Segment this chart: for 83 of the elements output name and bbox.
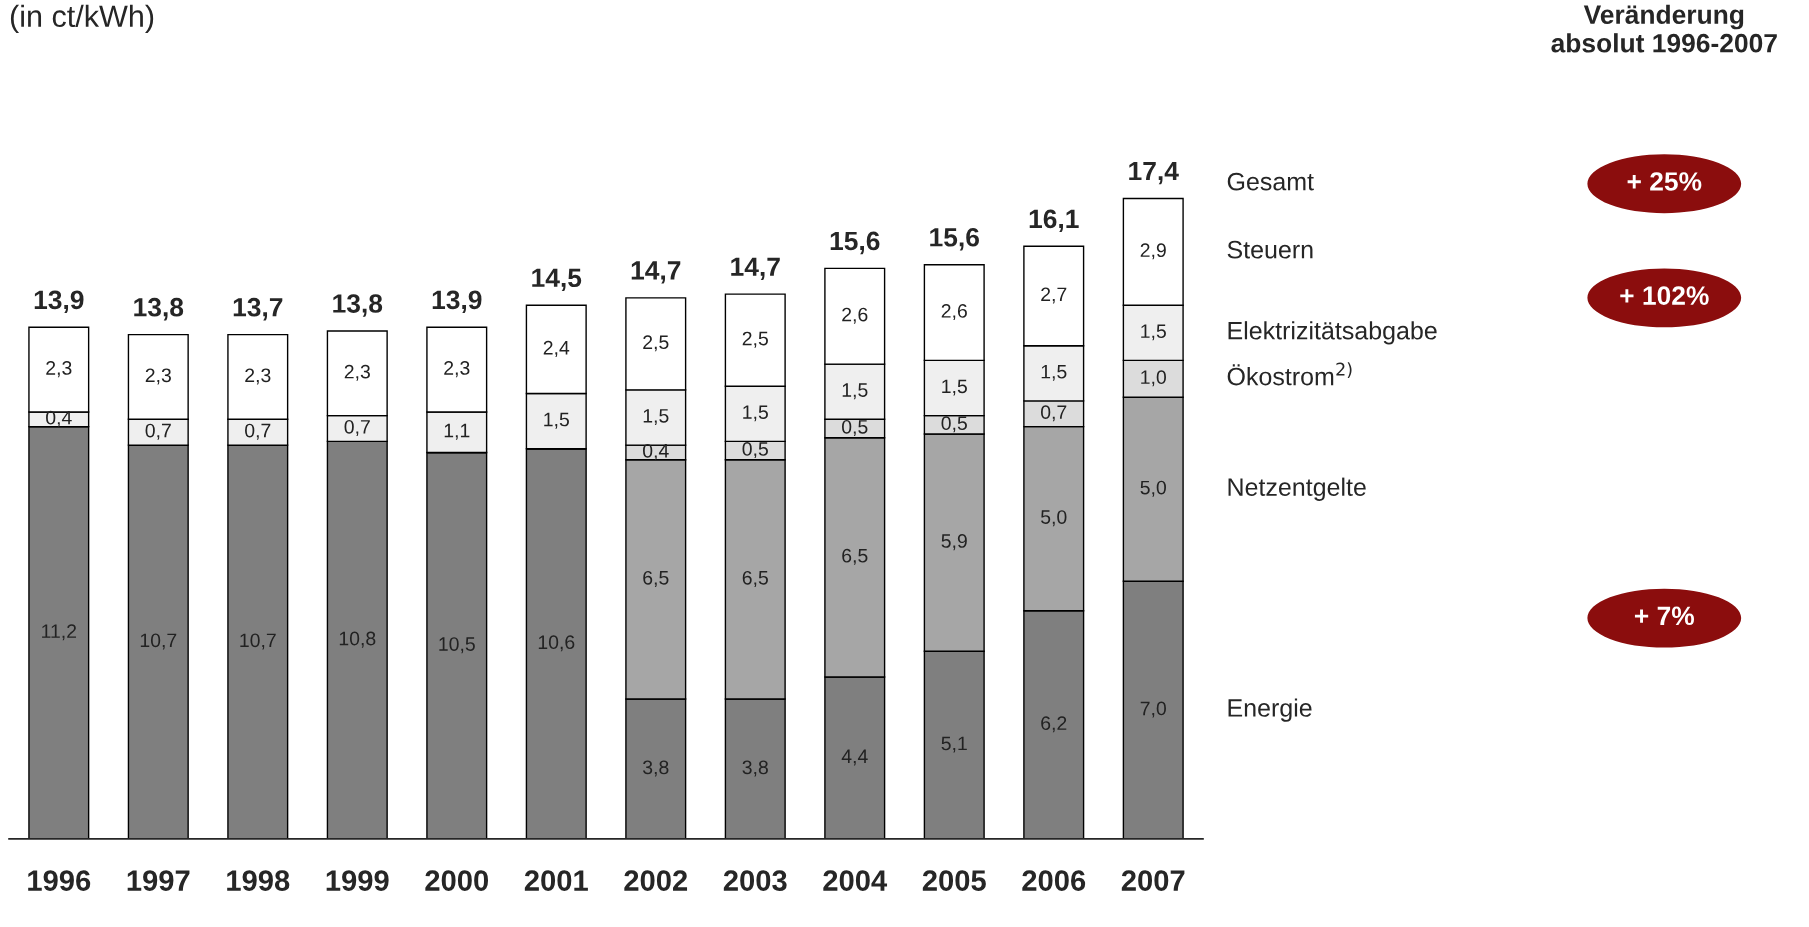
x-tick-label: 2004 [823, 870, 888, 891]
x-tick-label: 2003 [723, 870, 787, 891]
data-label: 0,4 [643, 443, 669, 460]
data-label: 2,6 [842, 307, 868, 324]
data-label: 6,2 [1041, 716, 1067, 733]
total-label: 13,7 [233, 297, 283, 321]
data-label: 2,6 [941, 304, 967, 321]
data-label: 0,7 [245, 423, 271, 440]
text: + 25% [1627, 172, 1702, 191]
data-label: 2,3 [444, 361, 470, 378]
data-label: 3,8 [742, 760, 768, 777]
total-label: 14,7 [731, 257, 780, 280]
data-label: 5,1 [941, 736, 967, 753]
data-label: 0,5 [742, 442, 768, 459]
data-label: 3,8 [642, 760, 669, 777]
total-label: 14,5 [532, 268, 582, 291]
x-tick-label: 2002 [624, 870, 688, 891]
total-label: 17,4 [1129, 161, 1179, 185]
data-label: 2,4 [543, 340, 570, 357]
total-label: 14,7 [631, 261, 681, 284]
series-label: Steuern [1227, 240, 1313, 259]
data-label: 10,7 [140, 633, 177, 650]
data-label: 0,7 [344, 419, 370, 437]
data-label: 0,7 [145, 423, 171, 440]
x-tick-label: 1998 [227, 870, 290, 891]
x-tick-label: 2001 [524, 870, 588, 891]
data-label: 6,5 [742, 570, 768, 587]
data-label: 1,0 [1141, 370, 1166, 387]
data-label: 1,5 [544, 412, 569, 429]
x-tick-label: 1999 [326, 870, 389, 891]
x-tick-label: 1997 [127, 870, 190, 891]
data-label: 10,5 [439, 637, 475, 654]
series-label: Elektrizitätsabgabe [1228, 321, 1437, 345]
text: + 7% [1634, 606, 1695, 626]
data-label: 5,9 [941, 534, 967, 551]
data-label: 0,5 [842, 419, 868, 437]
total-label: 15,6 [830, 231, 880, 255]
chart-title: (in ct/kWh) [10, 4, 154, 34]
data-label: 1,5 [1041, 364, 1067, 381]
data-label: 2,3 [145, 368, 171, 385]
data-label: 1,5 [643, 409, 669, 425]
text: Veränderung absolut 1996-2007 [1551, 4, 1777, 53]
data-label: 1,5 [1141, 324, 1166, 341]
x-tick-label: 2007 [1121, 870, 1185, 891]
data-label: 0,7 [1040, 405, 1067, 422]
data-label: 6,5 [842, 548, 868, 565]
data-label: 1,5 [942, 379, 967, 396]
data-label: 10,6 [538, 635, 575, 652]
data-label: 11,2 [42, 624, 77, 641]
data-label: 1,5 [842, 383, 868, 400]
data-label: 5,0 [1140, 480, 1166, 497]
data-label: 7,0 [1140, 701, 1166, 718]
data-label: 2,9 [1140, 243, 1166, 260]
data-label: 10,7 [240, 633, 276, 650]
total-label: 16,1 [1029, 209, 1079, 233]
data-label: 2,5 [742, 331, 768, 348]
series-label: Netzentgelte [1228, 477, 1366, 501]
x-tick-label: 2000 [425, 870, 489, 891]
x-tick-label: 2005 [922, 870, 986, 891]
x-tick-label: 2006 [1022, 870, 1086, 891]
data-label: 1,5 [743, 405, 768, 422]
series-label: Energie [1228, 698, 1312, 722]
data-label: 4,4 [841, 749, 868, 766]
total-label: 13,9 [34, 290, 84, 314]
data-label: 2,3 [46, 361, 72, 378]
series-label: Ökostrom$^{2)}$ [1227, 362, 1352, 386]
text: + 102% [1620, 286, 1709, 305]
data-label: 2,3 [344, 364, 370, 381]
total-label: 13,8 [333, 294, 383, 317]
total-label: 13,8 [134, 297, 184, 321]
data-label: 0,4 [46, 410, 72, 427]
total-label: 15,6 [930, 227, 979, 251]
data-label: 2,5 [643, 335, 669, 352]
data-label: 10,8 [339, 631, 376, 648]
data-label: 1,1 [444, 423, 470, 440]
data-label: 5,0 [1041, 510, 1067, 527]
data-label: 0,5 [941, 416, 967, 433]
text: Gesamt [1227, 172, 1314, 191]
x-tick-label: 1996 [28, 870, 91, 891]
data-label: 2,7 [1041, 287, 1067, 304]
data-label: 6,5 [643, 570, 669, 587]
total-label: 13,9 [432, 290, 482, 314]
data-label: 2,3 [245, 368, 271, 385]
